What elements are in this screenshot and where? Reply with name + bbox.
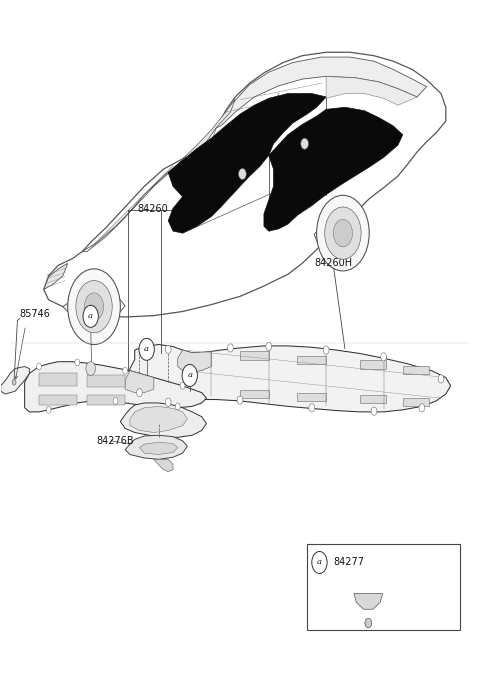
Bar (87, 395, 125, 405)
Circle shape (46, 407, 51, 413)
Text: 84260H: 84260H (314, 258, 352, 268)
Bar (298, 393, 326, 401)
Circle shape (84, 293, 104, 320)
Polygon shape (326, 76, 417, 105)
Polygon shape (140, 442, 178, 455)
Circle shape (165, 345, 171, 353)
Text: 84276B: 84276B (96, 435, 134, 446)
Polygon shape (130, 344, 451, 412)
Bar (298, 356, 326, 364)
Bar (87, 375, 125, 387)
Polygon shape (130, 407, 187, 433)
Polygon shape (178, 350, 211, 372)
Circle shape (75, 359, 80, 366)
Polygon shape (63, 295, 125, 317)
Text: 85746: 85746 (20, 309, 51, 318)
Polygon shape (216, 57, 427, 128)
Polygon shape (264, 107, 403, 231)
Circle shape (12, 380, 16, 385)
Circle shape (165, 398, 171, 407)
Bar (403, 398, 429, 407)
Text: 84260: 84260 (137, 204, 168, 214)
Polygon shape (125, 371, 154, 393)
Polygon shape (44, 263, 68, 289)
Circle shape (381, 353, 386, 361)
Text: a: a (187, 371, 192, 380)
Circle shape (36, 363, 41, 370)
Circle shape (317, 195, 369, 271)
Polygon shape (125, 435, 187, 460)
Text: a: a (88, 312, 93, 320)
Circle shape (182, 364, 197, 387)
Polygon shape (182, 99, 235, 159)
Polygon shape (0, 367, 29, 394)
Circle shape (113, 398, 118, 404)
Circle shape (237, 396, 243, 404)
Circle shape (175, 403, 180, 410)
Text: 84277: 84277 (364, 579, 396, 589)
Bar (240, 351, 269, 360)
Bar (360, 395, 386, 403)
Circle shape (323, 346, 329, 354)
Circle shape (333, 219, 352, 247)
Circle shape (180, 382, 185, 389)
Circle shape (142, 349, 147, 357)
Circle shape (266, 342, 272, 351)
Polygon shape (82, 161, 182, 251)
Bar (240, 390, 269, 398)
Circle shape (324, 207, 361, 259)
Circle shape (438, 375, 444, 383)
Circle shape (301, 138, 309, 150)
Circle shape (312, 551, 327, 573)
Polygon shape (120, 403, 206, 438)
Circle shape (137, 389, 143, 397)
Polygon shape (24, 362, 206, 412)
Text: a: a (317, 559, 322, 566)
Bar (360, 360, 386, 369)
Circle shape (139, 338, 155, 360)
Circle shape (239, 169, 246, 179)
Circle shape (309, 404, 315, 412)
Circle shape (371, 407, 377, 415)
Polygon shape (168, 94, 326, 233)
Polygon shape (44, 52, 446, 317)
Circle shape (228, 344, 233, 352)
Circle shape (365, 618, 372, 628)
Circle shape (419, 404, 425, 412)
Polygon shape (354, 593, 383, 609)
Circle shape (68, 269, 120, 344)
Circle shape (86, 362, 96, 376)
Bar (39, 373, 77, 386)
Polygon shape (154, 460, 173, 472)
Bar (403, 366, 429, 374)
Circle shape (83, 305, 98, 327)
Text: 84277: 84277 (334, 557, 365, 568)
FancyBboxPatch shape (307, 544, 460, 630)
Circle shape (76, 280, 112, 333)
Polygon shape (314, 219, 359, 251)
Text: a: a (144, 345, 149, 353)
Bar (39, 395, 77, 405)
Circle shape (123, 367, 128, 374)
